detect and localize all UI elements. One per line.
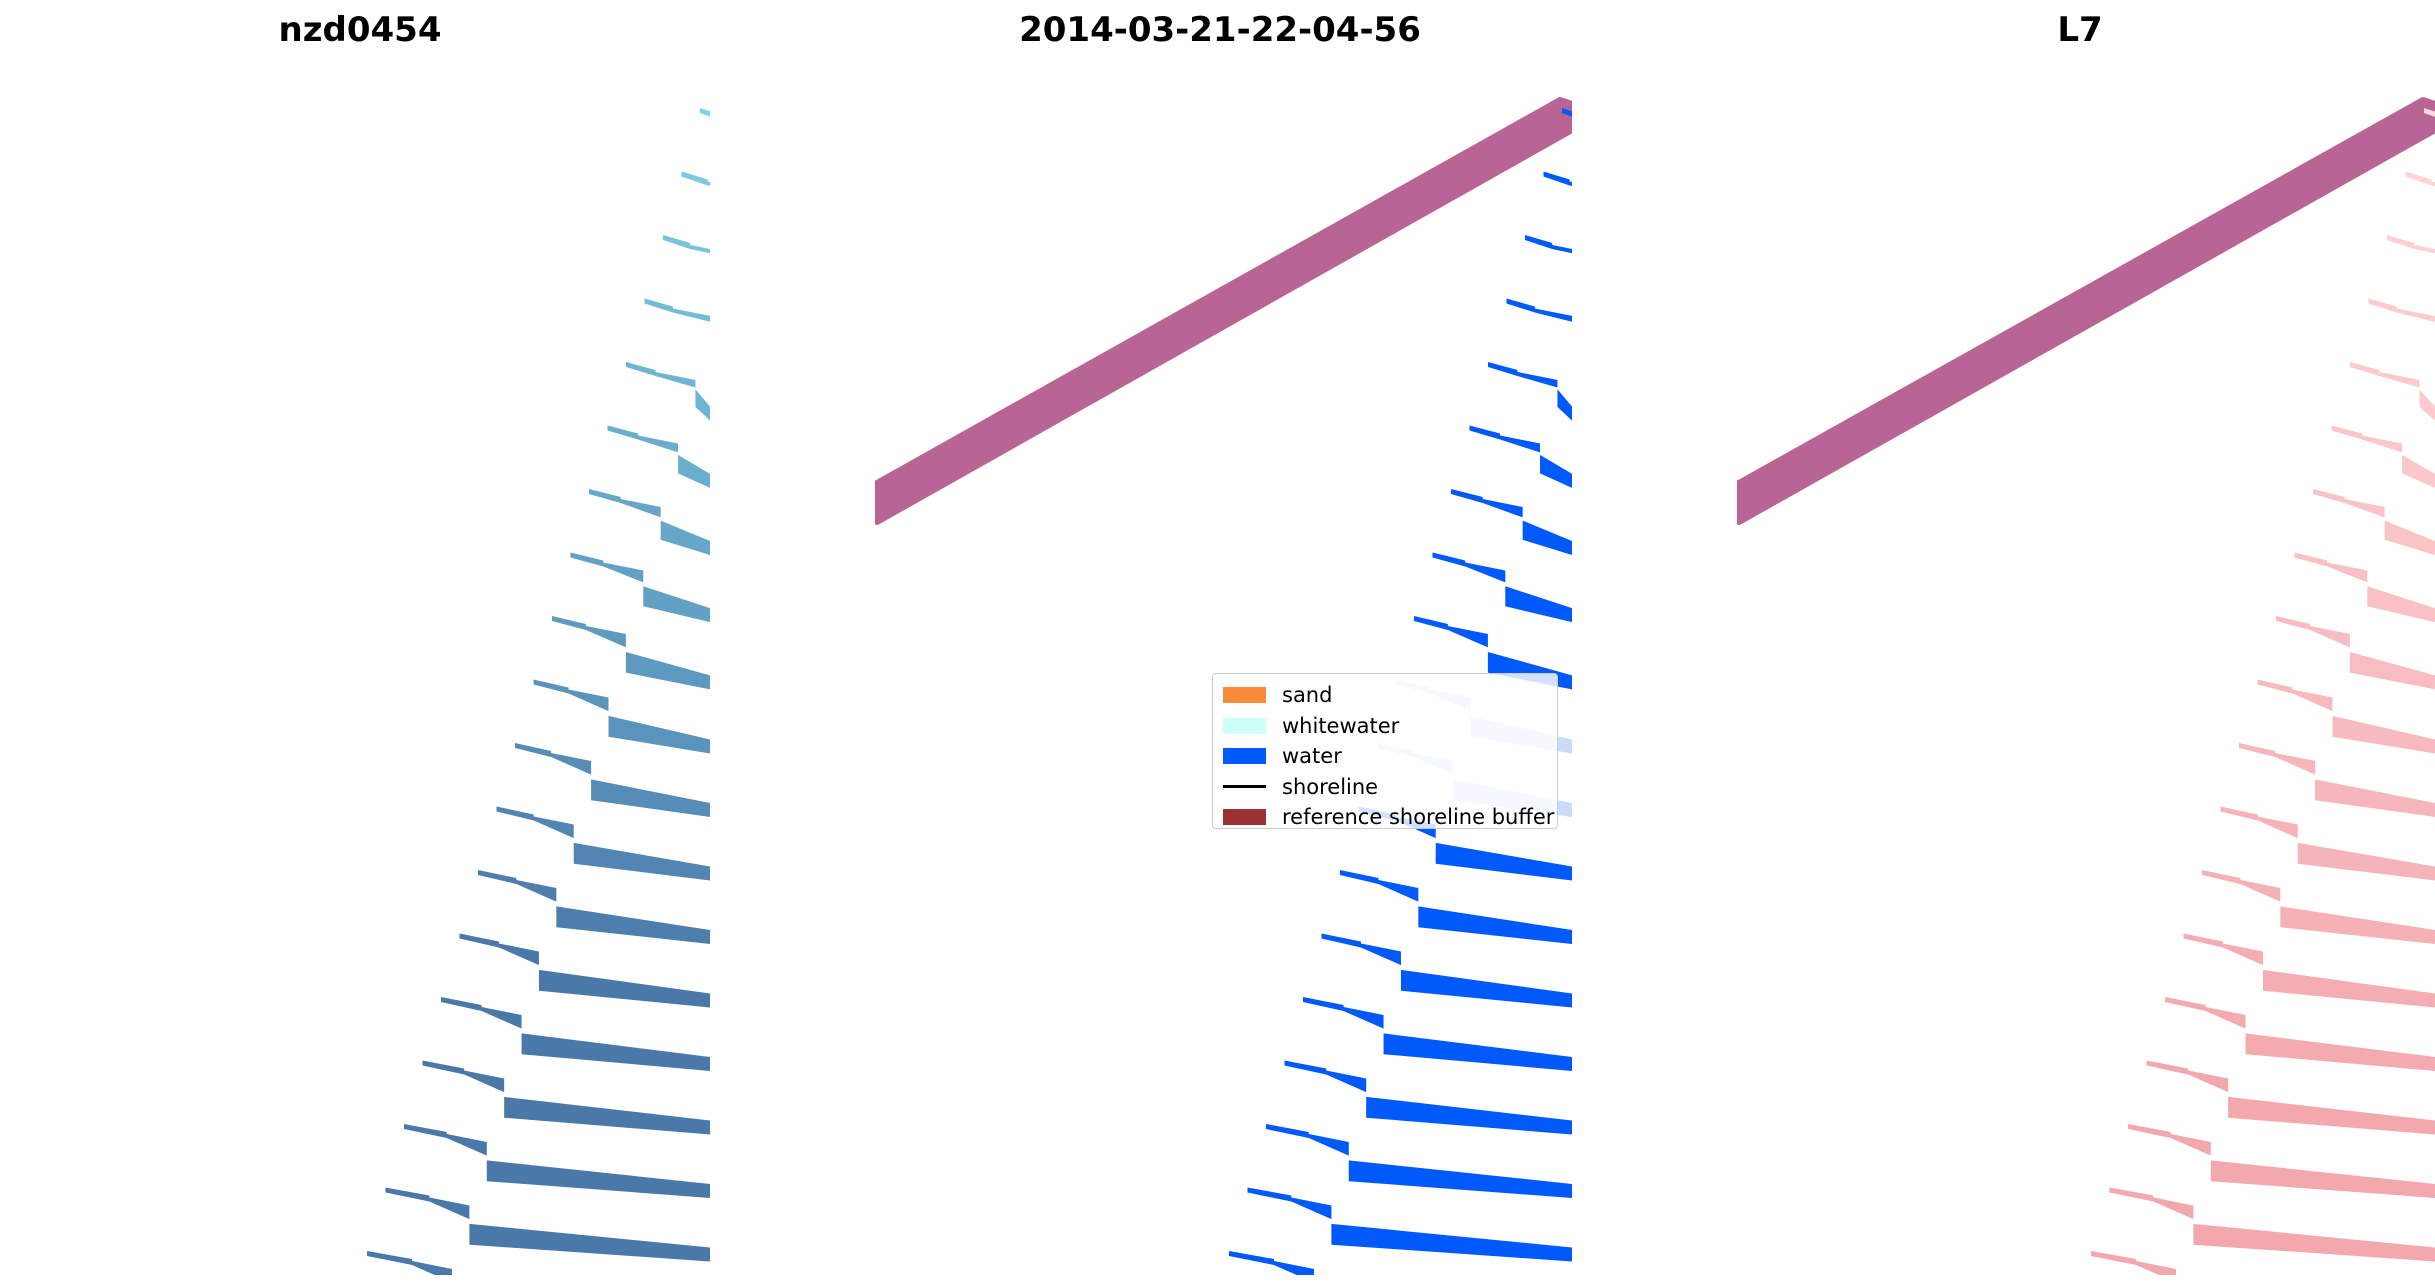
legend-entry-sand: sand [1213,680,1557,711]
rgb-water-strip [644,298,710,354]
reference-shoreline-buffer [1737,97,2435,525]
classified-water-strip [1488,362,1572,421]
rgb-water-strip [681,171,710,220]
rgb-water-strip [626,362,710,421]
rgb-water-strip [367,1251,452,1275]
rgb-water-strip [515,743,710,817]
classified-water-strip [1414,616,1572,690]
mndwi-water-strip [2276,616,2435,690]
mndwi-water-strip [2424,108,2435,152]
legend-entry-reference-buffer: reference shoreline buffer [1213,802,1557,833]
legend-entry-shoreline: shoreline [1213,772,1557,803]
mndwi-water-strip [2405,171,2435,220]
rgb-water-strip [552,616,710,690]
rgb-water-strip [700,108,710,152]
classified-water-strip [1247,1187,1572,1262]
mndwi-water-strip [2387,235,2435,287]
legend: sand whitewater water shoreline referenc… [1212,673,1558,829]
legend-swatch-reference-buffer [1223,809,1266,826]
panel-title-date: 2014-03-21-22-04-56 [1019,10,1421,50]
mndwi-water-strip [2165,997,2435,1071]
rgb-water-strip [385,1187,710,1262]
rgb-water-strip [441,997,710,1071]
mndwi-water-strip [2331,425,2435,488]
panel-mndwi-image [1737,97,2435,1275]
classified-water-strip [1525,235,1572,287]
mndwi-water-strip [2220,806,2435,881]
mndwi-water-strip [2091,1251,2176,1275]
panel-title-satellite: L7 [2057,10,2103,50]
classified-water-strip [1451,489,1572,555]
legend-swatch-water [1223,748,1266,765]
rgb-water-strip [607,425,710,488]
classified-water-strip [1284,1060,1572,1135]
classified-water-strip [1321,933,1572,1008]
rgb-water-strip [422,1060,710,1135]
legend-label-whitewater: whitewater [1282,713,1400,738]
rgb-water-strip [404,1124,710,1198]
legend-swatch-whitewater [1223,717,1266,734]
classified-water-strip [1506,298,1572,354]
mndwi-water-strip [2239,743,2435,817]
mndwi-water-strip [2202,870,2435,944]
mndwi-water-strip [2294,552,2435,623]
legend-entry-whitewater: whitewater [1213,711,1557,742]
rgb-water-strip [663,235,710,287]
rgb-water-strip [496,806,710,881]
classified-water-strip [1432,552,1572,623]
legend-label-shoreline: shoreline [1282,774,1379,799]
legend-swatch-sand [1223,687,1266,704]
panel-rgb-image [367,108,710,1275]
panel-title-rgb: nzd0454 [278,10,442,50]
mndwi-water-strip [2368,298,2435,354]
legend-entry-water: water [1213,741,1557,772]
classified-water-strip [1266,1124,1572,1198]
mndwi-water-strip [2109,1187,2435,1262]
legend-line-shoreline [1223,785,1266,789]
mndwi-water-strip [2183,933,2435,1008]
rgb-water-strip [533,679,710,754]
legend-label-reference-buffer: reference shoreline buffer [1282,805,1555,830]
rgb-water-strip [478,870,710,944]
mndwi-water-strip [2313,489,2435,555]
rgb-water-strip [570,552,710,623]
classified-water-strip [1229,1251,1314,1275]
reference-shoreline-buffer [875,97,1572,525]
rgb-water-strip [589,489,710,555]
mndwi-water-strip [2257,679,2435,754]
classified-water-strip [1469,425,1572,488]
legend-label-water: water [1282,744,1342,769]
rgb-water-strip [459,933,710,1008]
classified-water-strip [1543,171,1572,220]
classified-water-strip [1303,997,1572,1071]
legend-label-sand: sand [1282,683,1333,708]
mndwi-water-strip [2128,1124,2435,1198]
classified-water-strip [1340,870,1572,944]
mndwi-water-strip [2350,362,2435,421]
mndwi-water-strip [2146,1060,2435,1135]
classified-water-strip [1562,108,1572,152]
